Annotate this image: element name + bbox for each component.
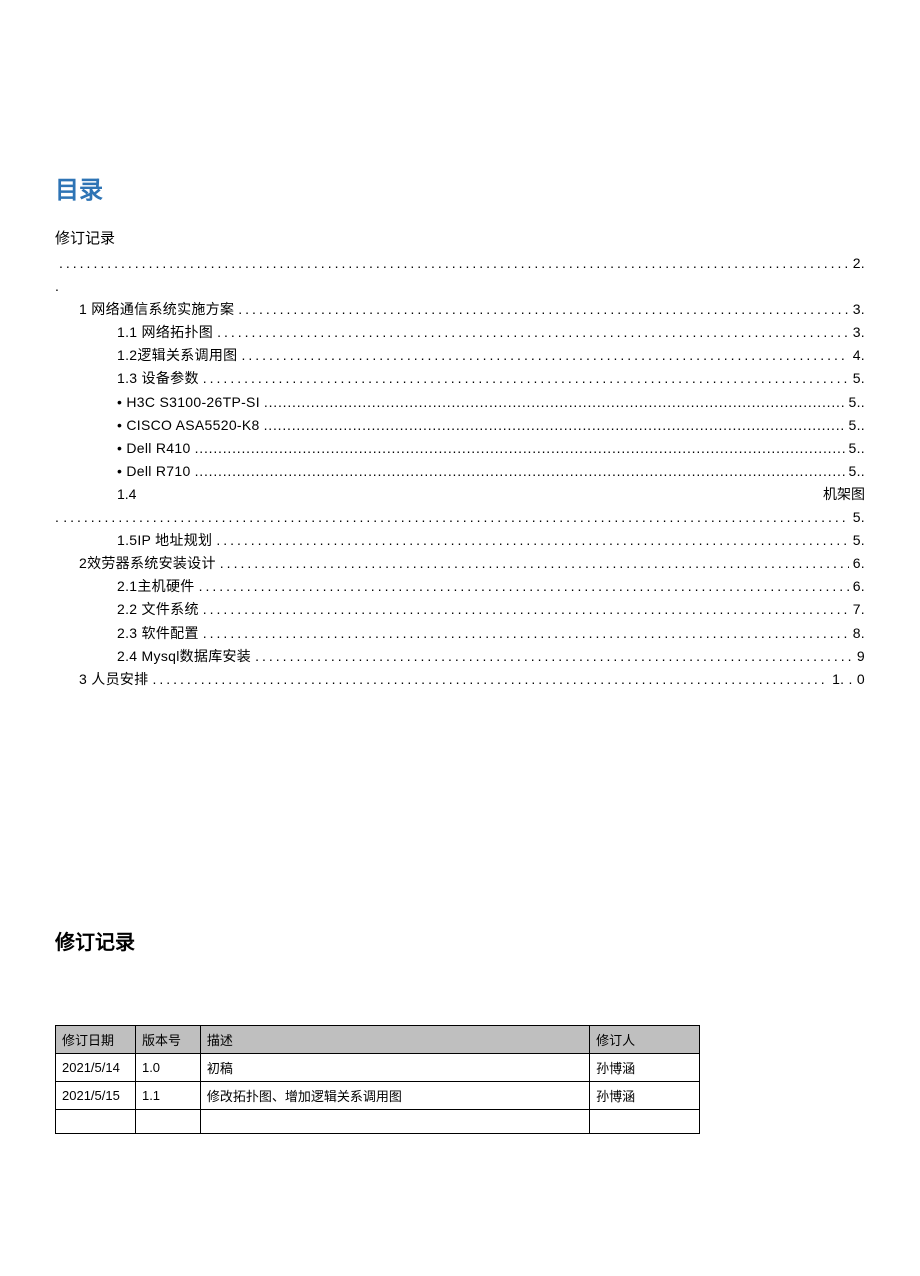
toc-label: 2.1主机硬件 <box>117 575 195 598</box>
table-cell: 初稿 <box>200 1053 589 1081</box>
toc-label: • Dell R410 <box>117 437 191 460</box>
toc-leader <box>241 344 848 367</box>
toc-page: 6. <box>853 575 865 598</box>
toc-label: 2效劳器系统安装设计 <box>79 552 216 575</box>
toc-entry: • CISCO ASA5520-K8 5.. <box>55 414 865 437</box>
toc-leader <box>203 598 849 621</box>
col-desc: 描述 <box>200 1025 589 1053</box>
toc-entry: 1.1 网络拓扑图 3. <box>55 321 865 344</box>
toc-block: 2. . 1 网络通信系统实施方案3.1.1 网络拓扑图3.1.2逻辑关系调用图… <box>55 252 865 691</box>
toc-cont-dot-char: . <box>55 275 59 298</box>
toc-leader <box>203 622 849 645</box>
toc-page: 4. <box>853 344 865 367</box>
toc-leader <box>59 252 849 275</box>
toc-leader <box>264 391 845 414</box>
toc-page: 5. <box>853 506 865 529</box>
toc-label: 1 网络通信系统实施方案 <box>79 298 234 321</box>
toc-label: 2.3 软件配置 <box>117 622 199 645</box>
table-cell: 2021/5/15 <box>56 1081 136 1109</box>
toc-label: • Dell R710 <box>117 460 191 483</box>
table-cell: 修改拓扑图、增加逻辑关系调用图 <box>200 1081 589 1109</box>
table-cell: 孙博涵 <box>590 1081 700 1109</box>
table-row: 2021/5/141.0初稿孙博涵 <box>56 1053 700 1081</box>
toc-leader <box>220 552 849 575</box>
toc-label: • CISCO ASA5520-K8 <box>117 414 260 437</box>
toc-leader <box>216 529 848 552</box>
toc-entry: 2.3 软件配置 8. <box>55 622 865 645</box>
toc-page: 6. <box>853 552 865 575</box>
toc-page: 3. <box>853 321 865 344</box>
toc-cont-dot-char: . <box>55 506 59 529</box>
table-row <box>56 1109 700 1133</box>
toc-leader <box>195 437 845 460</box>
col-version: 版本号 <box>135 1025 200 1053</box>
toc-header-label: 修订记录 <box>55 227 865 248</box>
table-cell: 1.1 <box>135 1081 200 1109</box>
toc-leader <box>195 460 845 483</box>
toc-entry: 3 人员安排 1. . 0 <box>55 668 865 691</box>
toc-leader <box>63 506 849 529</box>
toc-page: 5. <box>853 367 865 390</box>
toc-leader <box>152 668 828 691</box>
toc-leader <box>199 575 849 598</box>
toc-entry: 2.2 文件系统 7. <box>55 598 865 621</box>
toc-page: 7. <box>853 598 865 621</box>
table-cell: 2021/5/14 <box>56 1053 136 1081</box>
toc-cont-dot: . <box>55 275 865 298</box>
toc-label: 1.4 <box>117 483 136 506</box>
toc-entry: 2.1主机硬件 6. <box>55 575 865 598</box>
toc-leader <box>217 321 849 344</box>
table-cell <box>135 1109 200 1133</box>
toc-page: 9 <box>857 645 865 668</box>
toc-page: 1. . 0 <box>832 668 865 691</box>
table-cell <box>590 1109 700 1133</box>
toc-entry: 2效劳器系统安装设计 6. <box>55 552 865 575</box>
toc-header-page-line: 2. <box>55 252 865 275</box>
col-date: 修订日期 <box>56 1025 136 1053</box>
toc-leader <box>255 645 853 668</box>
toc-entry: • H3C S3100-26TP-SI 5.. <box>55 391 865 414</box>
col-author: 修订人 <box>590 1025 700 1053</box>
toc-title: 目录 <box>55 170 865 205</box>
toc-page: 2. <box>853 252 865 275</box>
toc-entry: 1.4 机架图 <box>55 483 865 506</box>
toc-label: 3 人员安排 <box>79 668 148 691</box>
toc-entry: 2.4 Mysql数据库安装 9 <box>55 645 865 668</box>
toc-page: 8. <box>853 622 865 645</box>
toc-entry: • Dell R710 5.. <box>55 460 865 483</box>
toc-right-label: 机架图 <box>823 483 865 506</box>
toc-leader <box>203 367 849 390</box>
toc-page: 5.. <box>849 414 865 437</box>
toc-entry-cont: . 5. <box>55 506 865 529</box>
toc-leader <box>264 414 845 437</box>
toc-entry: • Dell R410 5.. <box>55 437 865 460</box>
revision-heading: 修订记录 <box>55 926 865 955</box>
table-cell: 1.0 <box>135 1053 200 1081</box>
toc-page: 5.. <box>849 460 865 483</box>
toc-entry: 1.2逻辑关系调用图 4. <box>55 344 865 367</box>
toc-page: 5.. <box>849 437 865 460</box>
toc-label: 2.4 Mysql数据库安装 <box>117 645 251 668</box>
table-cell <box>56 1109 136 1133</box>
toc-page: 5. <box>853 529 865 552</box>
table-cell: 孙博涵 <box>590 1053 700 1081</box>
toc-entry: 1.5IP 地址规划 5. <box>55 529 865 552</box>
toc-label: 1.3 设备参数 <box>117 367 199 390</box>
table-row: 2021/5/151.1修改拓扑图、增加逻辑关系调用图孙博涵 <box>56 1081 700 1109</box>
toc-page: 5.. <box>849 391 865 414</box>
toc-label: 1.5IP 地址规划 <box>117 529 212 552</box>
toc-leader <box>238 298 848 321</box>
table-cell <box>200 1109 589 1133</box>
revision-table: 修订日期 版本号 描述 修订人 2021/5/141.0初稿孙博涵2021/5/… <box>55 1025 700 1134</box>
toc-page: 3. <box>853 298 865 321</box>
revision-header-row: 修订日期 版本号 描述 修订人 <box>56 1025 700 1053</box>
toc-label: 2.2 文件系统 <box>117 598 199 621</box>
toc-entry: 1 网络通信系统实施方案 3. <box>55 298 865 321</box>
toc-label: 1.1 网络拓扑图 <box>117 321 213 344</box>
toc-entry: 1.3 设备参数 5. <box>55 367 865 390</box>
toc-label: • H3C S3100-26TP-SI <box>117 391 260 414</box>
toc-label: 1.2逻辑关系调用图 <box>117 344 237 367</box>
